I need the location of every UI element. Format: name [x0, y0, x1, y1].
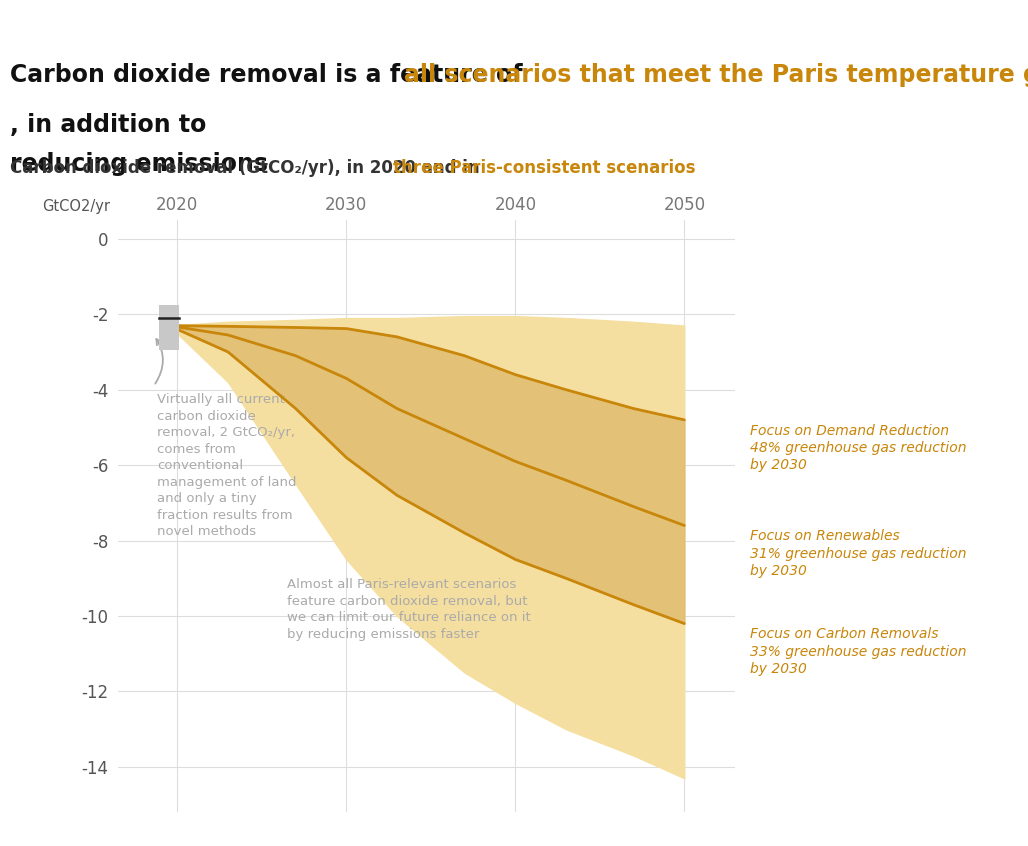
Text: 2050: 2050: [663, 196, 705, 214]
Text: all scenarios that meet the Paris temperature goal: all scenarios that meet the Paris temper…: [404, 63, 1028, 87]
Text: Focus on Demand Reduction
48% greenhouse gas reduction
by 2030: Focus on Demand Reduction 48% greenhouse…: [750, 424, 967, 472]
Text: 2040: 2040: [494, 196, 537, 214]
Bar: [158, 305, 179, 350]
Text: Focus on Carbon Removals
33% greenhouse gas reduction
by 2030: Focus on Carbon Removals 33% greenhouse …: [750, 628, 967, 676]
Text: Carbon dioxide removal is a feature of: Carbon dioxide removal is a feature of: [10, 63, 531, 87]
Text: , in addition to: , in addition to: [10, 113, 207, 136]
Text: Focus on Renewables
31% greenhouse gas reduction
by 2030: Focus on Renewables 31% greenhouse gas r…: [750, 530, 967, 578]
Text: reducing emissions: reducing emissions: [10, 152, 268, 176]
Text: Virtually all current
carbon dioxide
removal, 2 GtCO₂/yr,
comes from
conventiona: Virtually all current carbon dioxide rem…: [157, 393, 297, 538]
Text: Almost all Paris-relevant scenarios
feature carbon dioxide removal, but
we can l: Almost all Paris-relevant scenarios feat…: [287, 579, 530, 640]
Text: three Paris-consistent scenarios: three Paris-consistent scenarios: [393, 159, 695, 177]
Text: Carbon dioxide removal (GtCO₂/yr), in 2020 and in: Carbon dioxide removal (GtCO₂/yr), in 20…: [10, 159, 485, 177]
Text: GtCO2/yr: GtCO2/yr: [42, 200, 110, 214]
Text: 2020: 2020: [156, 196, 198, 214]
Text: 2030: 2030: [325, 196, 367, 214]
